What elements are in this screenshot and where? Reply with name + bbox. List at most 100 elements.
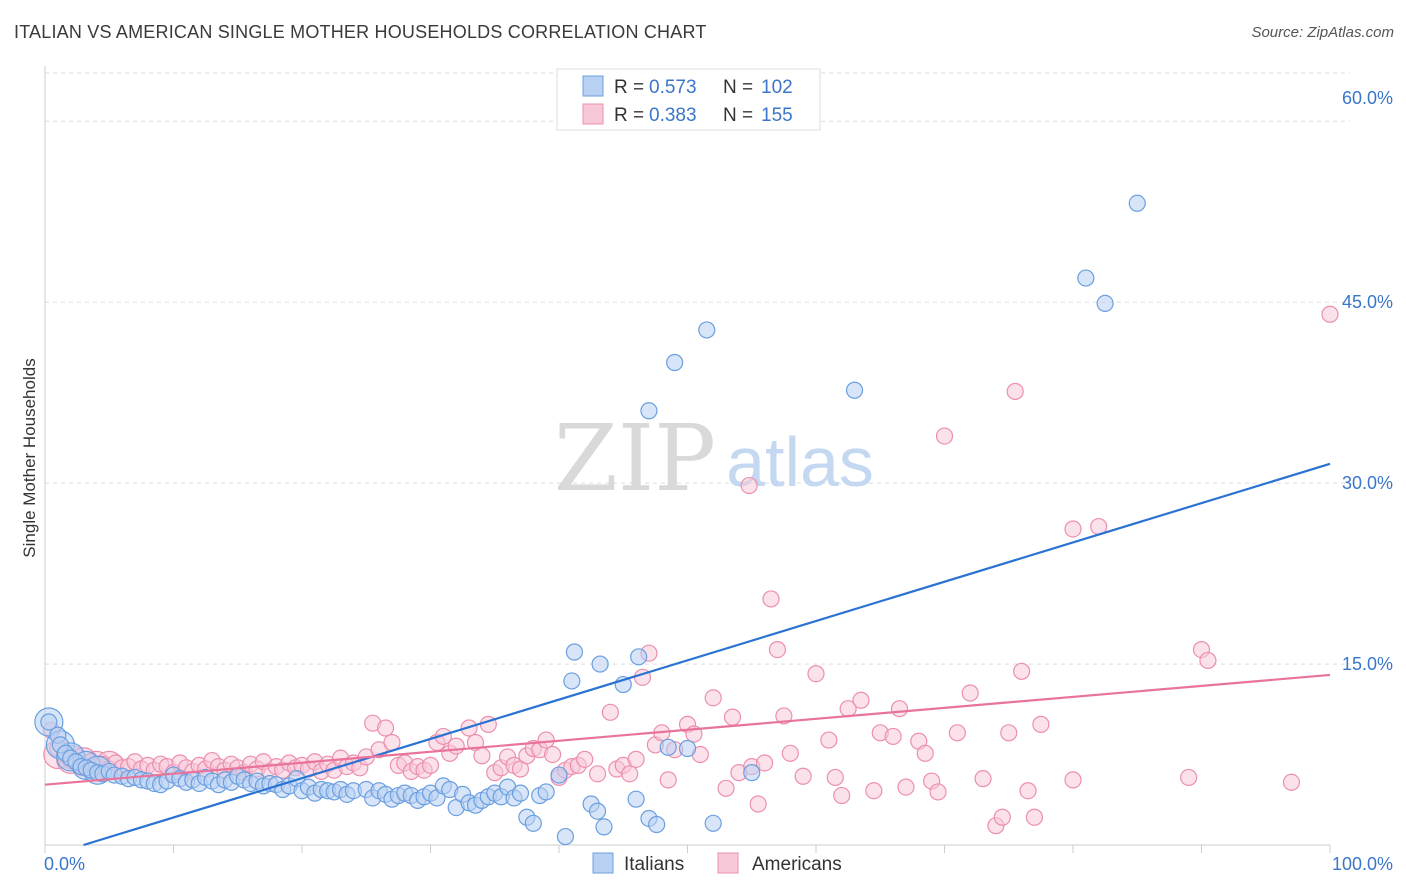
italians-point <box>678 739 697 758</box>
americans-point <box>1019 782 1037 800</box>
y-tick-label: 30.0% <box>1342 473 1393 493</box>
italians-point <box>1077 269 1095 287</box>
tick-labels: 15.0% 30.0% 45.0% 60.0% 0.0% 100.0% <box>44 88 1393 874</box>
americans-point <box>1000 724 1018 742</box>
americans-point <box>717 779 735 797</box>
trend-lines <box>44 462 1331 847</box>
americans-point <box>749 795 767 813</box>
italians-point <box>588 802 607 820</box>
italians-point <box>743 764 761 782</box>
americans-point <box>704 689 722 707</box>
americans-point <box>1012 662 1031 680</box>
legend-swatch-americans <box>582 103 604 125</box>
americans-point <box>890 700 909 718</box>
italians-point <box>659 738 677 756</box>
watermark: ZIP atlas <box>554 405 874 512</box>
legend-series: Italians Americans <box>592 852 842 875</box>
legend-swatch-italians <box>592 852 614 874</box>
x-tick-label: 100.0% <box>1332 854 1393 874</box>
americans-point <box>588 765 607 783</box>
italians-point <box>511 784 530 802</box>
americans-point <box>1006 382 1024 401</box>
americans-point <box>627 750 645 768</box>
americans-point <box>1180 768 1198 787</box>
americans-point <box>935 427 954 445</box>
watermark-zip: ZIP <box>554 405 716 512</box>
americans-point <box>1064 520 1082 538</box>
italians-point <box>666 353 684 372</box>
italians-point <box>630 648 648 666</box>
americans-point <box>1064 771 1082 789</box>
americans-point <box>884 727 902 746</box>
americans-point <box>576 750 594 768</box>
americans-point <box>740 476 758 495</box>
grid-lines <box>45 72 1350 665</box>
americans-point <box>929 783 947 801</box>
americans-point <box>833 786 851 805</box>
italians-point <box>627 790 645 808</box>
americans-point <box>807 665 825 683</box>
americans-point <box>948 724 966 742</box>
italians-point <box>40 713 58 731</box>
italians-point <box>550 766 568 784</box>
americans-point <box>916 744 934 762</box>
legend-r-value: 0.573 <box>649 77 697 98</box>
legend-r-label: R = <box>614 105 644 126</box>
americans-point <box>781 744 799 762</box>
y-tick-label: 60.0% <box>1342 88 1393 108</box>
americans-point <box>974 770 992 788</box>
legend-n-value: 102 <box>761 77 793 98</box>
italians-point <box>704 814 722 832</box>
americans-trend-line <box>44 673 1331 786</box>
legend-n-label: N = <box>723 77 753 98</box>
legend-n-label: N = <box>723 105 753 126</box>
italians-point <box>698 321 716 339</box>
chart-title: ITALIAN VS AMERICAN SINGLE MOTHER HOUSEH… <box>14 22 707 42</box>
americans-point <box>826 768 844 787</box>
y-tick-label: 15.0% <box>1342 654 1393 674</box>
americans-point <box>659 771 677 789</box>
americans-point <box>1199 651 1217 670</box>
legend-swatch-italians <box>582 75 604 97</box>
americans-point <box>993 808 1011 826</box>
americans-point <box>621 765 639 783</box>
americans-point <box>1321 305 1339 323</box>
americans-point <box>852 691 870 709</box>
americans-point <box>865 782 883 800</box>
americans-point <box>820 731 838 749</box>
legend-stats: R = 0.573 N = 102 R = 0.383 N = 155 <box>556 68 821 131</box>
legend-r-value: 0.383 <box>649 105 697 126</box>
americans-point <box>1025 808 1044 826</box>
legend-n-value: 155 <box>761 105 793 126</box>
italians-point <box>563 672 581 690</box>
americans-point <box>723 708 742 726</box>
americans-point <box>775 707 793 725</box>
italians-point <box>648 815 666 834</box>
italians-point <box>1096 294 1114 312</box>
y-tick-label: 45.0% <box>1342 292 1393 312</box>
italians-point <box>595 818 613 836</box>
americans-point <box>537 731 555 749</box>
italians-point <box>591 655 609 673</box>
americans-point <box>897 778 915 796</box>
series-italians-points <box>34 194 1146 846</box>
italians-point <box>565 643 584 661</box>
italians-point <box>640 402 658 420</box>
legend-r-label: R = <box>614 77 644 98</box>
americans-point <box>447 737 465 755</box>
italians-point <box>1128 194 1146 212</box>
legend-swatch-americans <box>717 852 739 874</box>
americans-point <box>1282 773 1301 791</box>
americans-point <box>794 767 812 785</box>
legend-label-italians: Italians <box>624 854 684 875</box>
italians-point <box>845 381 864 399</box>
americans-point <box>762 590 780 608</box>
legend-label-americans: Americans <box>752 854 842 875</box>
americans-point <box>768 640 787 659</box>
italians-point <box>537 783 555 801</box>
americans-point <box>421 756 440 774</box>
americans-point <box>473 747 491 765</box>
x-tick-label: 0.0% <box>44 854 85 874</box>
americans-point <box>601 703 620 721</box>
